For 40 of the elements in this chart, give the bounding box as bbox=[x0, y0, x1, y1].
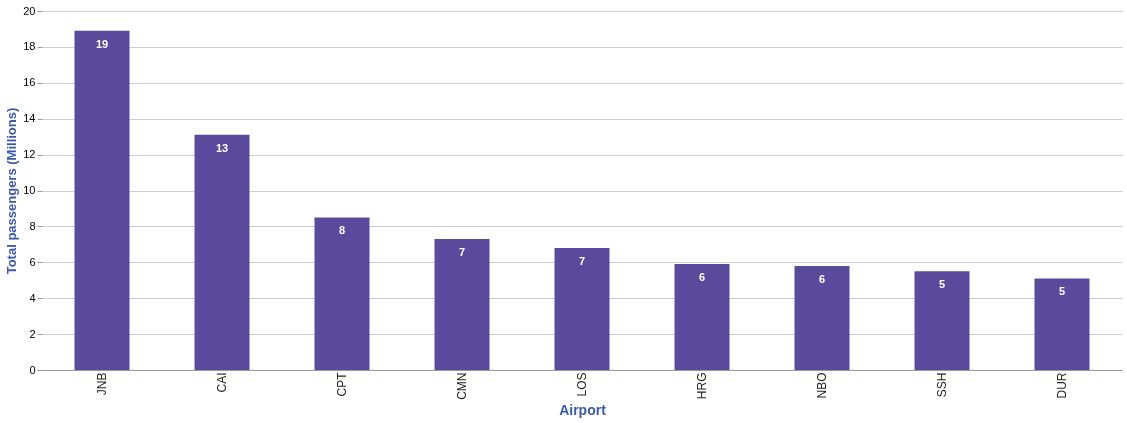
y-tick-label: 2 bbox=[29, 327, 36, 340]
data-label: 5 bbox=[938, 278, 946, 291]
x-axis-title: Airport bbox=[559, 401, 607, 418]
bar bbox=[1034, 278, 1090, 370]
y-tick-label: 12 bbox=[23, 148, 36, 161]
data-label: 7 bbox=[578, 254, 586, 267]
y-axis-title: Total passengers (Millions) bbox=[4, 107, 20, 275]
x-tick-label: DUR bbox=[1055, 372, 1069, 399]
x-tick-label: SSH bbox=[935, 372, 949, 398]
bar bbox=[914, 271, 970, 370]
data-label: 19 bbox=[95, 37, 109, 50]
bar bbox=[314, 217, 370, 370]
bar bbox=[434, 238, 490, 370]
data-label: 8 bbox=[338, 224, 346, 237]
data-label: 13 bbox=[215, 141, 229, 154]
bar bbox=[554, 247, 610, 370]
y-tick-label: 14 bbox=[23, 112, 36, 125]
x-tick-label: CAI bbox=[215, 372, 229, 393]
y-tick-label: 4 bbox=[29, 291, 36, 304]
bar bbox=[74, 30, 130, 370]
x-tick-label: CPT bbox=[335, 371, 349, 397]
x-tick-label: NBO bbox=[815, 372, 829, 399]
y-tick-label: 18 bbox=[23, 40, 36, 53]
data-label: 5 bbox=[1058, 285, 1066, 298]
data-label: 7 bbox=[458, 245, 466, 258]
bar bbox=[674, 264, 730, 370]
data-label: 6 bbox=[698, 271, 706, 284]
x-tick-label: JNB bbox=[95, 372, 109, 396]
bar bbox=[794, 265, 850, 370]
bar bbox=[194, 134, 250, 370]
y-tick-label: 10 bbox=[23, 184, 36, 196]
y-tick-label: 20 bbox=[23, 4, 36, 17]
x-tick-label: HRG bbox=[695, 372, 709, 400]
y-tick-label: 6 bbox=[29, 255, 36, 268]
data-label: 6 bbox=[818, 272, 826, 285]
y-tick-label: 16 bbox=[23, 76, 36, 89]
y-tick-label: 8 bbox=[29, 219, 36, 232]
x-tick-label: CMN bbox=[455, 372, 469, 400]
x-tick-label: LOS bbox=[575, 372, 589, 397]
y-tick-label: 0 bbox=[29, 363, 36, 376]
